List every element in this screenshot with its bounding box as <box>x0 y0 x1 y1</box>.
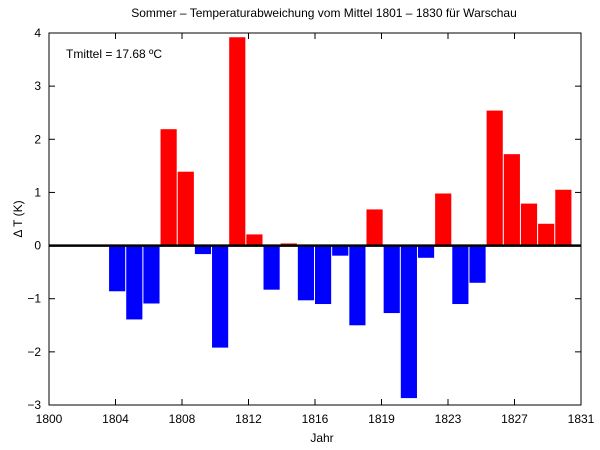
y-tick-label: −2 <box>27 345 41 359</box>
y-tick-label: 1 <box>34 185 41 199</box>
bar-1828 <box>520 203 538 246</box>
bar-1822 <box>417 245 435 258</box>
y-tick-label: −3 <box>27 398 41 412</box>
bar-1805 <box>126 245 143 320</box>
y-tick-label: 0 <box>34 239 41 253</box>
x-tick-label: 1823 <box>435 412 462 426</box>
x-tick-label: 1819 <box>368 412 395 426</box>
bar-1815 <box>297 245 314 301</box>
y-axis-label: Δ T (K) <box>11 200 25 237</box>
bar-1817 <box>332 245 349 256</box>
bar-1820 <box>383 245 400 314</box>
y-tick-label: 2 <box>34 132 41 146</box>
bar-1821 <box>400 245 417 399</box>
chart-title: Sommer – Temperaturabweichung vom Mittel… <box>131 6 517 20</box>
annotation-tmittel: Tmittel = 17.68 ºC <box>66 47 162 61</box>
bar-1813 <box>263 245 280 290</box>
bar-1812 <box>246 234 263 246</box>
bar-1818 <box>349 245 366 326</box>
x-tick-label: 1827 <box>501 412 528 426</box>
bar-1829 <box>538 223 555 246</box>
x-axis-label: Jahr <box>310 431 333 445</box>
bar-1804 <box>109 245 126 292</box>
x-axis: 1800 1804 1808 1812 1816 1819 1823 1827 1831 <box>36 33 595 426</box>
bar-1824 <box>452 245 469 305</box>
bar-1806 <box>143 245 160 304</box>
x-tick-label: 1812 <box>235 412 262 426</box>
y-tick-label: 3 <box>34 79 41 93</box>
bar-1825 <box>469 245 486 283</box>
bar-1811 <box>229 37 246 246</box>
x-tick-label: 1800 <box>36 412 63 426</box>
bars-group <box>109 37 572 399</box>
x-tick-label: 1831 <box>568 412 595 426</box>
bar-1816 <box>315 245 332 305</box>
bar-1823 <box>435 193 452 246</box>
bar-1827 <box>503 154 520 246</box>
bar-1807 <box>160 129 177 246</box>
x-tick-label: 1804 <box>102 412 129 426</box>
x-tick-label: 1816 <box>302 412 329 426</box>
bar-1810 <box>212 245 229 348</box>
bar-1819 <box>366 209 383 246</box>
y-axis: −3 −2 −1 0 1 2 3 4 <box>27 26 581 412</box>
bar-1808 <box>177 171 194 246</box>
bar-1826 <box>486 110 503 246</box>
y-tick-label: −1 <box>27 292 41 306</box>
x-tick-label: 1808 <box>169 412 196 426</box>
bar-1809 <box>194 245 212 255</box>
y-tick-label: 4 <box>34 26 41 40</box>
bar-1830 <box>555 189 572 246</box>
